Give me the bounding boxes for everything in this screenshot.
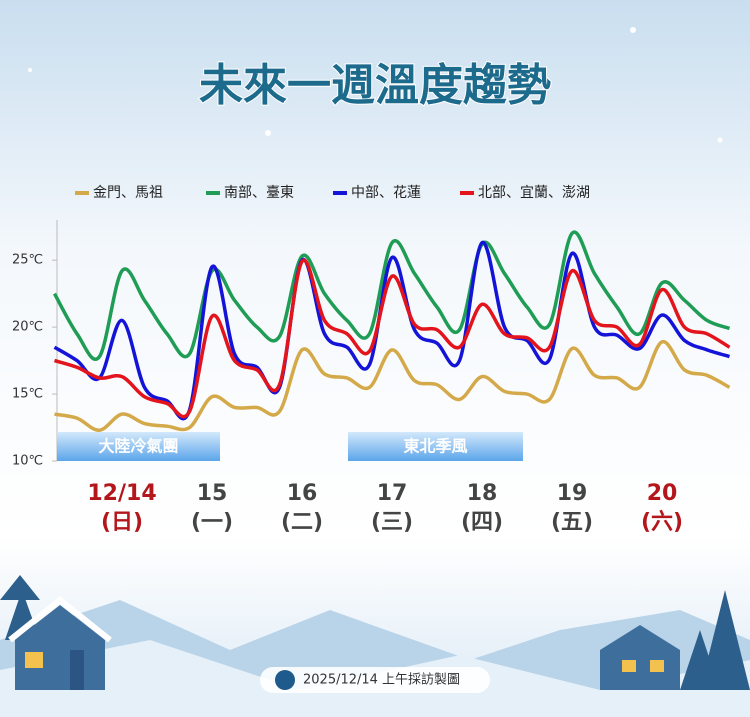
line — [54, 258, 731, 419]
x-weekday-label: (四) — [461, 510, 503, 535]
annotation-label: 東北季風 — [403, 437, 467, 456]
footer: 2025/12/14 上午採訪製圖 — [303, 672, 460, 688]
y-tick-label: 15℃ — [12, 387, 43, 402]
x-weekday-label: (六) — [641, 510, 683, 535]
legend-label: 金門、馬祖 — [93, 185, 163, 201]
x-tick-label: 17 — [377, 481, 408, 506]
x-weekday-label: (一) — [191, 510, 233, 535]
legend-label: 北部、宜蘭、澎湖 — [478, 185, 590, 201]
x-tick-label: 15 — [197, 481, 228, 506]
line — [52, 230, 731, 361]
x-tick-label: 20 — [647, 481, 678, 506]
legend-label: 中部、花蓮 — [351, 185, 421, 201]
line — [54, 340, 731, 432]
x-weekday-label: (三) — [371, 510, 413, 535]
annotation-band — [57, 432, 220, 461]
scenery — [0, 575, 750, 717]
x-tick-label: 12/14 — [87, 481, 156, 506]
x-weekday-label: (日) — [101, 510, 143, 535]
legend-label: 南部、臺東 — [224, 185, 294, 201]
x-tick-label: 16 — [287, 481, 318, 506]
y-tick-label: 20℃ — [12, 320, 43, 335]
title: 未來一週溫度趨勢 — [199, 60, 551, 111]
annotation-label: 大陸冷氣團 — [98, 437, 178, 456]
x-weekday-label: (二) — [281, 510, 323, 535]
y-tick-label: 25℃ — [12, 253, 43, 268]
annotation-band — [348, 432, 523, 461]
y-tick-label: 10℃ — [12, 454, 43, 469]
x-tick-label: 19 — [557, 481, 588, 506]
x-tick-label: 18 — [467, 481, 498, 506]
x-weekday-label: (五) — [551, 510, 593, 535]
snow — [28, 27, 723, 143]
